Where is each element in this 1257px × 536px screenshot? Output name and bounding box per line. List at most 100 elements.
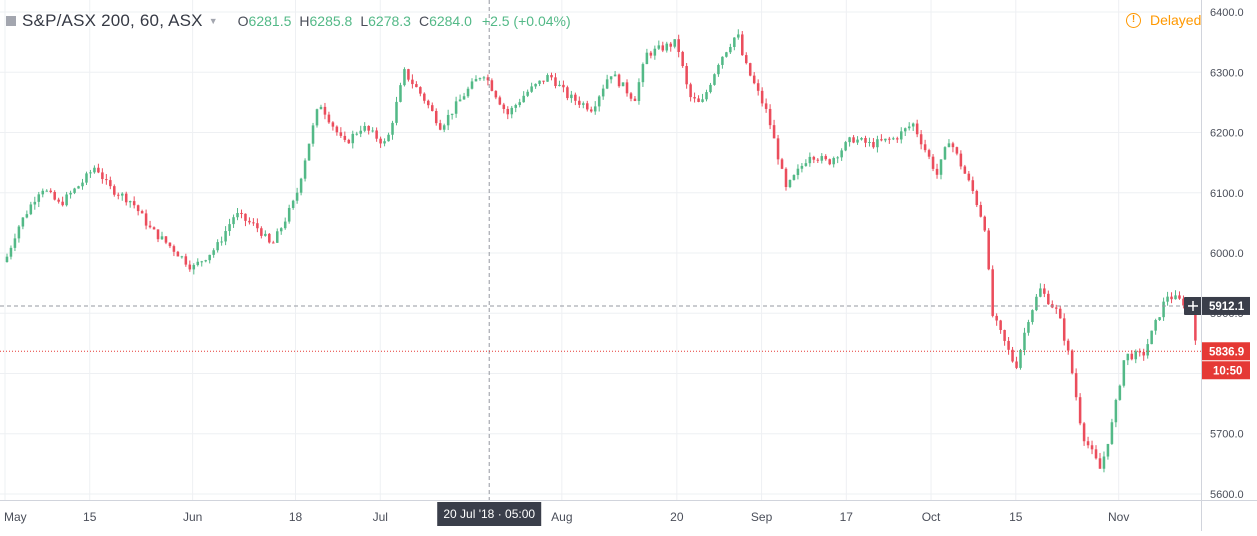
candle-body	[1027, 322, 1030, 333]
candle-body	[1170, 296, 1173, 300]
candle-body	[319, 106, 323, 110]
candle-body	[1146, 344, 1149, 356]
candle-body	[800, 165, 804, 169]
candle-body	[1158, 317, 1161, 321]
candle-body	[29, 204, 33, 215]
candle-body	[172, 246, 176, 252]
candle-body	[637, 82, 641, 101]
candle-body	[697, 98, 700, 102]
candle-body	[526, 91, 529, 96]
candle-body	[311, 125, 315, 144]
candle-body	[947, 143, 951, 148]
candle-body	[240, 212, 243, 214]
candle-body	[415, 84, 418, 88]
y-tick-label: 5700.0	[1210, 429, 1244, 441]
candle-body	[220, 241, 223, 243]
close-value: 6284.0	[429, 13, 472, 29]
candle-body	[482, 77, 486, 79]
candle-body	[279, 228, 283, 232]
delayed-indicator[interactable]: ! Delayed	[1126, 12, 1201, 28]
candle-body	[653, 48, 657, 56]
y-tick-label: 6300.0	[1210, 67, 1244, 79]
candle-body	[796, 168, 800, 176]
candle-body	[57, 199, 60, 202]
candle-body	[248, 220, 251, 223]
candle-body	[876, 139, 879, 148]
candle-body	[462, 96, 466, 100]
countdown-bg	[1202, 361, 1250, 380]
last-price-label: 5836.9	[1209, 346, 1244, 358]
candle-body	[1023, 332, 1026, 350]
candle-body	[725, 52, 728, 57]
candle-body	[427, 100, 430, 106]
candle-body	[1102, 456, 1106, 469]
candle-body	[367, 125, 370, 131]
candle-body	[713, 74, 716, 85]
candle-body	[21, 217, 25, 227]
candle-body	[164, 236, 168, 243]
candle-body	[919, 134, 923, 145]
candle-body	[1047, 293, 1050, 305]
candle-body	[275, 231, 279, 243]
candle-body	[1058, 308, 1062, 319]
candle-body	[323, 106, 327, 115]
candle-body	[848, 137, 851, 143]
candle-body	[518, 102, 521, 106]
candle-body	[228, 224, 231, 232]
candle-body	[844, 142, 847, 151]
high-value: 6285.8	[309, 13, 353, 29]
candle-body	[1031, 310, 1034, 323]
candle-body	[315, 109, 319, 126]
candle-body	[645, 52, 649, 65]
candle-body	[17, 226, 21, 239]
candle-body	[824, 156, 828, 160]
candle-body	[589, 109, 593, 112]
crosshair-price-label: 5912.1	[1209, 301, 1245, 313]
candle-body	[331, 122, 335, 127]
candle-body	[657, 45, 661, 49]
candle-body	[896, 138, 899, 140]
candle-body	[935, 168, 939, 175]
candle-body	[490, 80, 494, 91]
high-label: H	[299, 13, 310, 29]
candle-body	[538, 80, 541, 84]
candle-body	[1074, 373, 1078, 398]
candle-body	[1182, 298, 1185, 306]
candle-body	[788, 179, 792, 188]
candle-body	[1118, 385, 1122, 400]
candle-body	[514, 105, 517, 108]
candle-body	[387, 134, 390, 142]
candle-body	[892, 138, 895, 140]
x-tick-label: 18	[289, 510, 303, 524]
candle-body	[89, 172, 92, 174]
symbol-title[interactable]: S&P/ASX 200, 60, ASX	[22, 11, 203, 30]
candle-body	[188, 264, 192, 270]
candle-body	[625, 82, 629, 94]
candle-body	[1066, 340, 1070, 351]
candle-body	[915, 123, 919, 135]
candle-body	[971, 180, 975, 192]
candle-body	[983, 216, 986, 231]
candle-body	[673, 39, 676, 47]
candle-body	[442, 125, 446, 130]
candle-body	[423, 93, 426, 101]
candle-body	[1019, 349, 1022, 368]
candle-body	[860, 138, 863, 140]
candle-body	[1162, 301, 1165, 318]
candle-body	[677, 39, 680, 52]
candle-body	[780, 159, 784, 169]
candle-body	[522, 95, 525, 103]
candle-body	[124, 193, 128, 203]
candle-body	[562, 84, 565, 88]
candle-body	[665, 43, 669, 51]
crosshair-plus-icon	[1184, 296, 1202, 315]
chevron-down-icon[interactable]: ▼	[208, 16, 218, 26]
candle-body	[1082, 423, 1086, 442]
candle-body	[152, 227, 156, 230]
candle-body	[176, 251, 180, 257]
candle-body	[1150, 330, 1153, 345]
candle-body	[1043, 288, 1046, 294]
